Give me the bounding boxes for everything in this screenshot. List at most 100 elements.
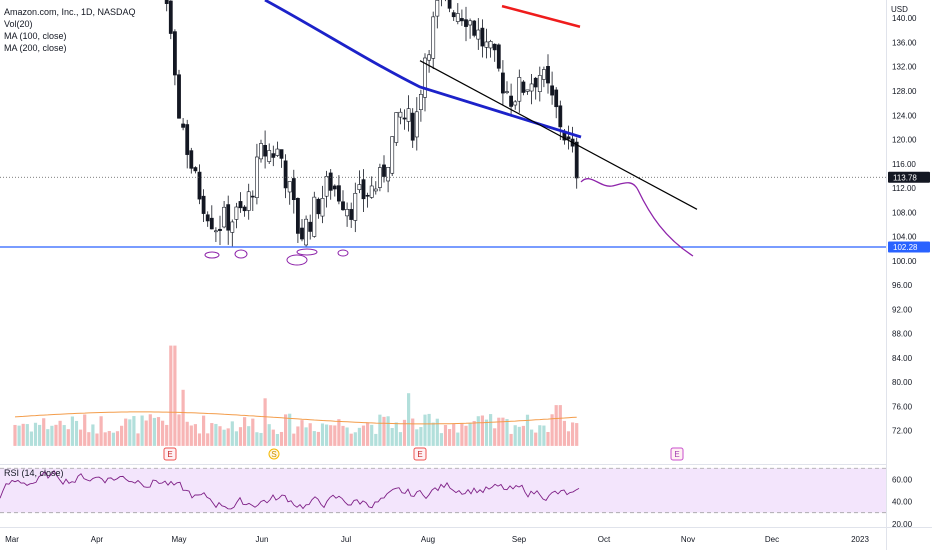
volume-bar [550, 414, 554, 446]
candle-body [201, 195, 206, 214]
volume-bar [284, 414, 288, 446]
volume-bar [115, 431, 120, 446]
volume-bar [366, 422, 370, 446]
volume-bar [345, 427, 349, 446]
volume-bar [509, 433, 513, 446]
candle-body [173, 31, 177, 76]
support-price-tag-text: 102.28 [893, 243, 918, 252]
time-axis[interactable]: Mar Apr May Jun Jul Aug Sep Oct Nov Dec 2023 [5, 535, 869, 544]
rsi-legend[interactable]: RSI (14, close) [4, 468, 64, 478]
volume-bar [460, 423, 464, 446]
volume-bar [468, 423, 472, 446]
candle-body [472, 20, 477, 36]
candle-body [349, 209, 354, 220]
volume-bar [87, 432, 91, 446]
price-axis[interactable]: 140.00 136.00 132.00 128.00 124.00 120.00 116.… [892, 14, 917, 436]
volume-bar [128, 419, 132, 446]
volume-bar [337, 419, 341, 446]
volume-bar [423, 414, 427, 446]
rsi-tick-label: 40.00 [892, 498, 913, 507]
volume-bar [316, 431, 320, 446]
candlesticks [164, 0, 579, 247]
volume-bar [124, 418, 128, 446]
candle-body [332, 185, 337, 190]
volume-bar [132, 416, 136, 446]
forecast-path[interactable] [580, 178, 694, 257]
candle-body [484, 41, 489, 48]
price-tick-label: 100.00 [892, 257, 917, 266]
legend-ma-200[interactable]: MA (200, close) [4, 43, 67, 53]
candle-body [181, 123, 186, 128]
price-tick-label: 84.00 [892, 354, 913, 363]
time-tick-label: Dec [765, 535, 779, 544]
earnings-marker[interactable] [163, 447, 177, 461]
price-tick-label: 116.00 [892, 160, 916, 169]
candle-body [418, 93, 423, 110]
volume-bar [394, 422, 398, 446]
volume-bar [156, 417, 161, 446]
event-label: E [417, 450, 422, 459]
rsi-axis[interactable]: 60.00 40.00 20.00 [892, 475, 913, 528]
volume-bar [189, 425, 193, 446]
time-tick-label: Oct [598, 535, 611, 544]
candle-body [390, 136, 395, 174]
price-tick-label: 120.00 [892, 136, 917, 145]
volume-bar [357, 427, 361, 446]
volume-bar [193, 424, 197, 446]
volume-bar [521, 425, 525, 446]
volume-bar [144, 420, 148, 446]
candle-body [410, 112, 415, 141]
trendline[interactable] [419, 60, 698, 210]
volume-bar [443, 425, 448, 446]
bottom-markers[interactable] [204, 248, 349, 266]
rsi-tick-label: 60.00 [892, 475, 913, 484]
volume-bar [197, 433, 202, 446]
candle-body [382, 164, 386, 177]
price-tick-label: 96.00 [892, 281, 913, 290]
volume-bar [206, 433, 210, 446]
volume-bar [251, 418, 255, 446]
support-price-tag [888, 241, 930, 253]
volume-bar [21, 423, 25, 446]
legend-volume[interactable]: Vol(20) [4, 19, 33, 29]
candle-body [398, 111, 403, 118]
volume-bar [456, 432, 460, 446]
candle-body [320, 198, 325, 217]
volume-bar [402, 419, 407, 446]
earnings-marker[interactable] [413, 447, 427, 461]
volume-bar [464, 425, 468, 446]
volume-bar [361, 425, 366, 446]
candle-body [357, 184, 362, 190]
legend-title[interactable]: Amazon.com, Inc., 1D, NASDAQ [4, 7, 136, 17]
split-marker[interactable] [268, 448, 280, 460]
volume-bar [238, 427, 243, 446]
volume-bar [419, 427, 423, 446]
candle-body [361, 179, 366, 200]
volume-bar [304, 427, 308, 446]
price-tick-label: 124.00 [892, 111, 917, 120]
candle-body [566, 136, 571, 140]
bottom-marker [234, 249, 248, 259]
candle-body [509, 95, 514, 107]
volume-bar [308, 423, 312, 446]
bottom-marker [286, 254, 308, 266]
volume-bar [226, 428, 230, 446]
volume-bar [152, 417, 156, 446]
volume-bar [177, 414, 181, 446]
volume-bar [50, 425, 54, 446]
volume-bar [534, 432, 538, 446]
candle-body [369, 185, 374, 198]
candle-body [283, 160, 288, 189]
last-price-tag [888, 171, 930, 183]
volume-bar [70, 416, 74, 446]
candle-body [336, 185, 341, 202]
legend-ma-100[interactable]: MA (100, close) [4, 31, 67, 41]
volume-bar [546, 432, 550, 446]
candle-body [537, 75, 542, 92]
volume-bar [484, 419, 489, 446]
earnings-marker[interactable] [670, 447, 684, 461]
bottom-marker [296, 248, 318, 256]
volume-bar [452, 424, 456, 446]
